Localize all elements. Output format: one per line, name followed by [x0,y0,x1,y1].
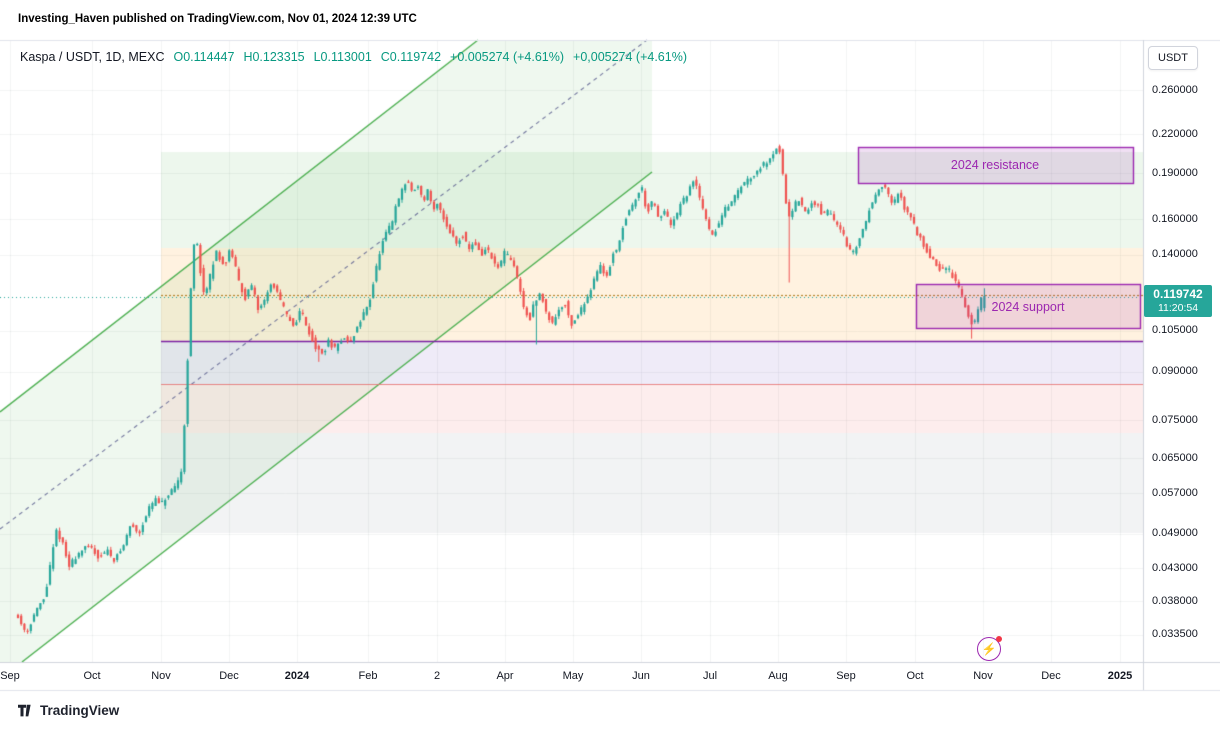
price-tick-label: 0.075000 [1152,413,1198,426]
price-tick-label: 0.033500 [1152,628,1198,641]
time-tick-label: Oct [906,670,924,682]
symbol-title: Kaspa / USDT, 1D, MEXC [20,50,165,64]
time-tick-label: Jun [632,670,650,682]
time-tick-label: Sep [0,670,20,682]
time-tick-label: Dec [1041,670,1061,682]
price-tick-label: 0.190000 [1152,166,1198,179]
time-tick-label: Jul [702,670,718,682]
time-tick-label: Nov [973,670,993,682]
price-tick-label: 0.038000 [1152,594,1198,607]
notification-dot [996,636,1002,642]
tradingview-mark-icon [18,704,31,716]
time-tick-label: Oct [83,670,101,682]
change-value-2: +0,005274 (+4.61%) [573,50,687,64]
ohlc-high: H0.123315 [243,50,305,64]
last-price-label: 0.119742 11:20:54 [1144,285,1212,317]
price-tick-label: 0.105000 [1152,324,1198,337]
price-tick-label: 0.057000 [1152,486,1198,499]
symbol-legend[interactable]: Kaspa / USDT, 1D, MEXC O0.114447 H0.1233… [20,50,687,64]
time-tick-label: Aug [768,670,788,682]
support-box-label[interactable]: 2024 support [991,300,1065,314]
time-tick-label: 2024 [284,670,310,682]
price-tick-label: 0.043000 [1152,561,1198,574]
price-tick-label: 0.220000 [1152,127,1198,140]
tradingview-wordmark: TradingView [40,703,120,718]
price-tick-label: 0.049000 [1152,527,1198,540]
tradingview-logo[interactable]: TradingView [18,703,119,718]
price-tick-label: 0.065000 [1152,451,1198,464]
time-tick-label: Dec [219,670,239,682]
price-tick-label: 0.260000 [1152,83,1198,96]
time-tick-label: Nov [151,670,171,682]
time-tick-label: 2 [433,670,441,682]
time-axis[interactable]: Sep Oct Nov Dec 2024 Feb 2 Apr May Jun Jul Aug Sep Oc… [0,662,1143,690]
lightning-glyph: ⚡ [981,642,997,656]
ohlc-low: L0.113001 [313,50,372,64]
bar-countdown: 11:20:54 [1157,301,1199,314]
change-value: +0.005274 (+4.61%) [450,50,565,64]
events-lightning-icon[interactable]: ⚡ [977,636,1002,661]
ohlc-close: C0.119742 [380,50,442,64]
time-tick-label: Apr [496,670,514,682]
time-tick-label: Sep [836,670,856,682]
attribution-text: Investing_Haven published on TradingView… [18,13,417,25]
time-tick-label: 2025 [1107,670,1133,682]
last-price-value: 0.119742 [1153,287,1203,302]
time-tick-label: May [562,670,584,682]
currency-toggle-button[interactable]: USDT [1148,46,1198,70]
price-tick-label: 0.090000 [1152,365,1198,378]
ohlc-open: O0.114447 [173,50,235,64]
resistance-box-label[interactable]: 2024 resistance [950,158,1040,172]
price-tick-label: 0.160000 [1152,212,1198,225]
price-axis[interactable]: 0.260000 0.220000 0.190000 0.160000 0.140000… [1143,40,1220,662]
time-tick-label: Feb [358,670,378,682]
price-tick-label: 0.140000 [1152,248,1198,261]
